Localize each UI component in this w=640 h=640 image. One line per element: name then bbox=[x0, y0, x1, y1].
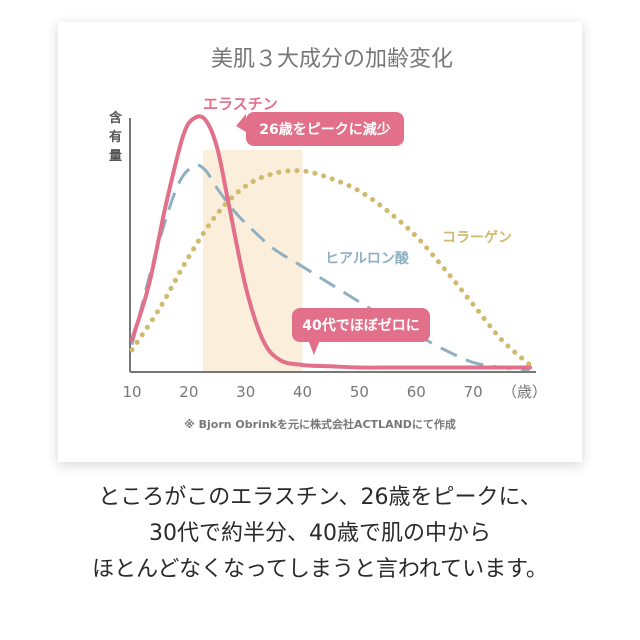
series-line-collagen bbox=[129, 168, 533, 368]
caption-line-1: ところがこのエラスチン、26歳をピークに、 bbox=[98, 485, 542, 510]
chart-title: 美肌３大成分の加齢変化 bbox=[211, 47, 453, 72]
x-tick-label: 30 bbox=[236, 383, 255, 401]
series-line-elastin bbox=[130, 114, 532, 370]
series-label-collagen: コラーゲン bbox=[442, 229, 512, 246]
series-line-hyaluronic bbox=[130, 163, 531, 372]
x-tick-label: 10 bbox=[122, 383, 141, 401]
series-label-hyaluronic: ヒアルロン酸 bbox=[325, 250, 410, 267]
peak-callout: 26歳をピークに減少 bbox=[236, 112, 404, 146]
caption-line-3: ほとんどなくなってしまうと言われています。 bbox=[92, 557, 548, 582]
x-tick-label: 60 bbox=[407, 383, 426, 401]
y-axis-label: 含有量 bbox=[108, 110, 123, 164]
x-tick-label: 20 bbox=[179, 383, 198, 401]
caption-line-2: 30代で約半分、40歳で肌の中から bbox=[149, 521, 491, 546]
x-axis-unit-label: （歳） bbox=[502, 383, 547, 401]
chart-card bbox=[58, 22, 582, 462]
x-tick-label: 50 bbox=[350, 383, 369, 401]
x-tick-label: 40 bbox=[293, 383, 312, 401]
highlight-band bbox=[203, 150, 303, 371]
peak-callout-text: 26歳をピークに減少 bbox=[259, 121, 390, 138]
zero-callout-text: 40代でほぼゼロに bbox=[302, 317, 419, 334]
caption: ところがこのエラスチン、26歳をピークに、 30代で約半分、40歳で肌の中から … bbox=[0, 480, 640, 588]
source-note: ※ Bjorn Obrinkを元に株式会社ACTLANDにて作成 bbox=[184, 417, 456, 431]
x-tick-label: 70 bbox=[464, 383, 483, 401]
zero-callout: 40代でほぼゼロに bbox=[292, 308, 430, 355]
series-label-elastin: エラスチン bbox=[203, 95, 278, 113]
